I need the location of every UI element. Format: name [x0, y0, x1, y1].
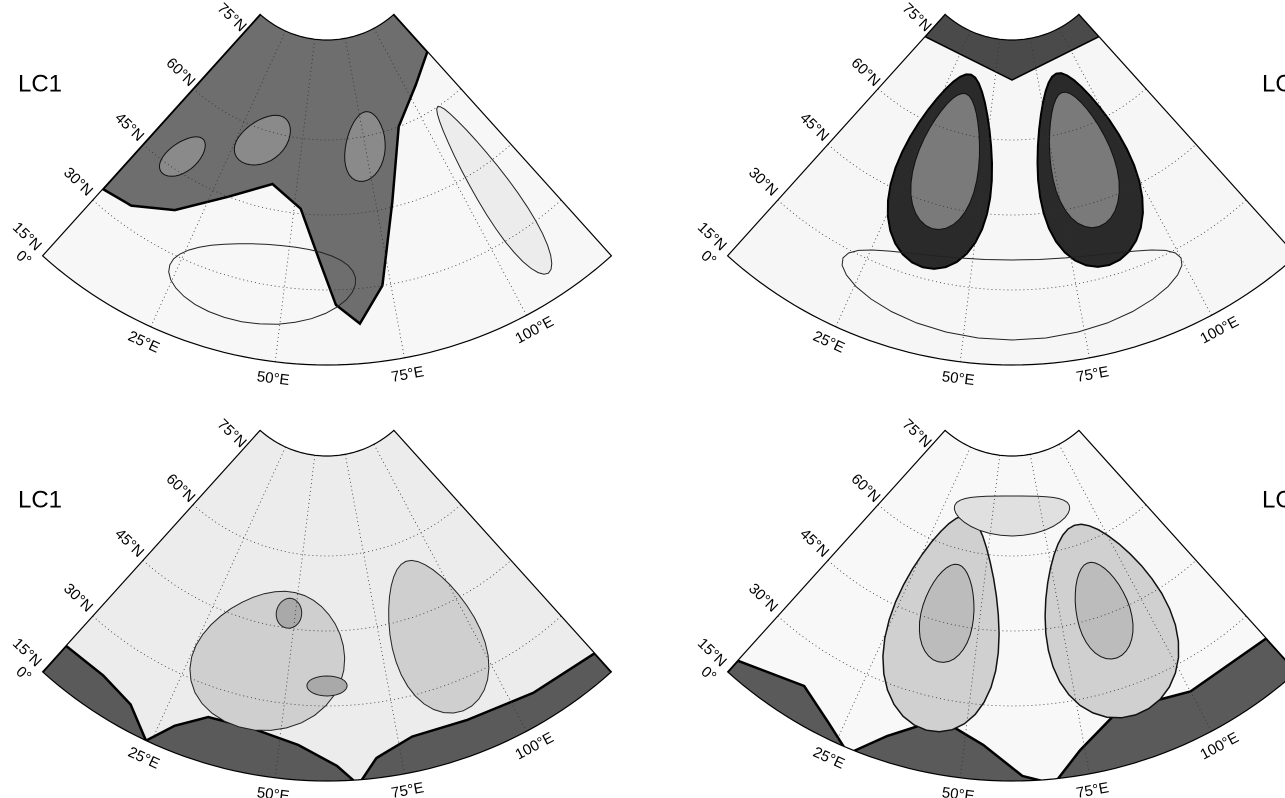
parallel [92, 199, 562, 291]
sector-outline [726, 13, 1285, 366]
contour [168, 243, 357, 325]
longitude-label: 75°E [1075, 779, 1110, 798]
contour-field [727, 14, 1285, 365]
parallel [777, 615, 1247, 707]
contour [953, 495, 1071, 537]
map-panel: 15°N30°N45°N60°N75°N0°25°E50°E 75°E100°EL… [9, 0, 613, 389]
longitude-label: 75°E [390, 779, 425, 798]
contour [918, 563, 975, 663]
contour [436, 106, 553, 275]
map-panel: 15°N30°N45°N60°N75°N0°25°E50°E 75°E100°EL… [694, 416, 1285, 798]
longitude-label: 25°E [125, 744, 162, 773]
contour [158, 136, 206, 177]
parallel [92, 615, 562, 707]
contour-field [727, 430, 1285, 781]
latitude-label: 60°N [848, 55, 884, 91]
latitude-label: 75°N [214, 416, 250, 452]
latitude-label: 60°N [163, 55, 199, 91]
map-panel: 15°N30°N45°N60°N75°N0°25°E50°E 75°E100°EL… [9, 416, 613, 798]
contour [344, 111, 386, 182]
latitude-label: 45°N [111, 109, 147, 145]
longitude-label: 50°E [941, 368, 976, 389]
contour [910, 92, 981, 231]
latitude-label: 45°N [111, 525, 147, 561]
contour [275, 597, 303, 629]
latitude-label: 30°N [60, 164, 96, 200]
parallel [192, 504, 462, 557]
panel-label: LC1 [18, 70, 62, 97]
longitude-label: 25°E [810, 744, 847, 773]
parallel [877, 504, 1147, 557]
latitude-label: 30°N [745, 580, 781, 616]
map-panel: 15°N30°N45°N60°N75°N0°25°E50°E 75°E100°EL… [694, 0, 1285, 389]
latitude-label: 75°N [899, 416, 935, 452]
latitude-label: 75°N [214, 0, 250, 35]
sector-outline [726, 429, 1285, 782]
latitude-label: 30°N [745, 164, 781, 200]
longitude-label: 75°E [1075, 363, 1110, 386]
contour [388, 559, 490, 714]
contour [1074, 561, 1134, 660]
longitude-label: 25°E [810, 328, 847, 357]
longitude-label: 50°E [941, 784, 976, 798]
panel-label: LC2 [1262, 486, 1285, 513]
sector-outline [41, 13, 613, 366]
panel-label: LC1 [18, 486, 62, 513]
longitude-label: 50°E [256, 368, 291, 389]
latitude-label: 45°N [796, 109, 832, 145]
longitude-label: 75°E [390, 363, 425, 386]
latitude-label: 75°N [899, 0, 935, 35]
latitude-label: 45°N [796, 525, 832, 561]
longitude-label: 50°E [256, 784, 291, 798]
latitude-label: 60°N [848, 471, 884, 507]
parallel [877, 88, 1147, 141]
panel-label: LC2 [1262, 70, 1285, 97]
contour [306, 675, 348, 697]
longitude-label: 25°E [125, 328, 162, 357]
parallel [777, 199, 1247, 291]
latitude-label: 60°N [163, 471, 199, 507]
contour [841, 249, 1183, 341]
contour [189, 590, 346, 731]
contour-field [42, 14, 612, 366]
sector-outline [41, 429, 613, 782]
latitude-label: 30°N [60, 580, 96, 616]
contour-field [42, 430, 612, 781]
parallel [192, 88, 462, 141]
sector-background [727, 14, 1285, 365]
contour [1048, 91, 1120, 229]
contour [233, 114, 291, 166]
